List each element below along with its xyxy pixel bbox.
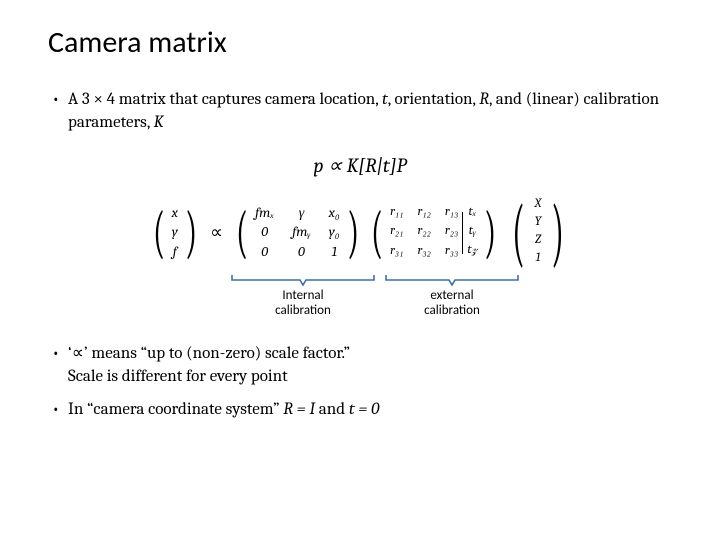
bullet2-line2: Scale is different for every point	[68, 367, 288, 386]
k-21: 0	[253, 223, 276, 242]
bullet1-text-b: , orientation,	[388, 90, 479, 109]
k-23: y₀	[327, 223, 342, 242]
brace-internal-icon	[230, 273, 376, 287]
label-k-l1: Internal	[282, 288, 323, 303]
brace-internal: Internalcalibration	[230, 273, 376, 319]
brace-external: externalcalibration	[384, 273, 520, 319]
bullet3-eq-r: R = I	[283, 400, 315, 419]
bullet2-line1: ‘∝’ means “up to (non-zero) scale factor…	[68, 344, 350, 363]
k-11: fmₓ	[253, 204, 276, 223]
bullet1-var-k: K	[154, 113, 164, 132]
bullet-2: ‘∝’ means “up to (non-zero) scale factor…	[48, 343, 672, 389]
equation-expanded: ( x y f ) ∝ ( fmₓ γ x₀ 0 fmᵧ y₀ 0 0 1	[48, 197, 672, 269]
r-32: r₃₂	[416, 243, 433, 262]
brace-row: Internalcalibration externalcalibration	[48, 273, 672, 319]
rt-matrix: ( r₁₁ r₁₂ r₁₃ r₂₁ r₂₂ r₂₃ r₃₁ r₃₂ r₃₃ tₓ…	[366, 204, 502, 262]
lhs-y: y	[170, 223, 180, 242]
t-x: tₓ	[465, 204, 479, 223]
r-22: r₂₂	[416, 223, 433, 242]
r-33: r₃₃	[443, 243, 460, 262]
r-12: r₁₂	[416, 204, 433, 223]
rt-divider	[462, 212, 463, 254]
bullet-3: In “camera coordinate system” R = I and …	[48, 399, 672, 422]
label-k-l2: calibration	[275, 303, 331, 318]
label-rt-l1: external	[430, 288, 473, 303]
bullet3-eq-t: t = 0	[349, 400, 380, 419]
k-13: x₀	[327, 204, 342, 223]
lhs-x: x	[170, 204, 180, 223]
k-33: 1	[327, 243, 342, 262]
t-y: tᵧ	[465, 223, 479, 242]
brace-external-icon	[384, 273, 520, 287]
k-31: 0	[253, 243, 276, 262]
r-23: r₂₃	[443, 223, 460, 242]
k-12: γ	[290, 204, 312, 223]
r-21: r₂₁	[388, 223, 405, 242]
t-z: t𝓏	[465, 243, 479, 262]
k-matrix: ( fmₓ γ x₀ 0 fmᵧ y₀ 0 0 1 )	[231, 204, 364, 262]
bullet3-text-a: In “camera coordinate system”	[68, 400, 283, 419]
k-32: 0	[290, 243, 312, 262]
r-11: r₁₁	[388, 204, 405, 223]
label-rt-l2: calibration	[424, 303, 480, 318]
p-x: X	[533, 197, 544, 215]
bullet1-var-r: R	[479, 90, 489, 109]
p-z: Z	[533, 233, 544, 251]
bullet1-text-a: A 3 × 4 matrix that captures camera loca…	[68, 90, 382, 109]
slide-title: Camera matrix	[48, 24, 672, 61]
lhs-f: f	[170, 243, 180, 262]
p-1: 1	[533, 251, 544, 269]
p-vector: ( X Y Z 1 )	[504, 197, 573, 269]
lhs-vector: ( x y f )	[148, 204, 203, 262]
k-22: fmᵧ	[290, 223, 312, 242]
p-y: Y	[533, 215, 544, 233]
proportional-symbol: ∝	[204, 222, 229, 243]
equation-compact: p ∝ K[R|t]P	[48, 153, 672, 177]
r-13: r₁₃	[443, 204, 460, 223]
bullet3-text-b: and	[315, 400, 349, 419]
bullet-1: A 3 × 4 matrix that captures camera loca…	[48, 89, 672, 135]
r-31: r₃₁	[388, 243, 405, 262]
